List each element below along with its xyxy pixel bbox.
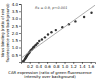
x-tick-label: 0.6 xyxy=(44,64,51,69)
scatter-point xyxy=(41,38,43,40)
x-tick-label: 0.4 xyxy=(36,64,43,69)
chart: 0.20.40.60.81.01.21.41.60.51.01.52.02.53… xyxy=(0,0,100,80)
y-tick-label: 1.5 xyxy=(12,38,19,43)
y-tick: 4.0 xyxy=(12,2,21,7)
y-tick-mark xyxy=(19,40,21,41)
scatter-point xyxy=(36,42,38,44)
y-tick-label: 1.0 xyxy=(12,45,19,50)
x-tick-label: 0.2 xyxy=(27,64,34,69)
scatter-point xyxy=(74,20,76,22)
scatter-point xyxy=(44,36,46,38)
scatter-point xyxy=(38,40,40,42)
y-tick: 0.5 xyxy=(12,53,21,58)
y-tick-mark xyxy=(19,11,21,12)
x-tick-label: 1.2 xyxy=(71,64,78,69)
y-tick-label: 2.0 xyxy=(12,31,19,36)
plot-area: 0.20.40.60.81.01.21.41.60.51.01.52.02.53… xyxy=(12,2,96,69)
scatter-point xyxy=(47,33,49,35)
y-tick-mark xyxy=(19,33,21,34)
y-tick-mark xyxy=(19,55,21,56)
x-tick: 0.8 xyxy=(53,62,60,69)
y-axis-title: Virus binding (ratio of redfluorescence … xyxy=(0,3,9,63)
x-tick: 1.6 xyxy=(88,62,95,69)
y-tick-label: 0.5 xyxy=(12,53,19,58)
scatter-point xyxy=(32,46,34,48)
scatter-points xyxy=(22,12,93,63)
y-tick: 1.0 xyxy=(12,45,21,50)
y-axis-line xyxy=(19,5,22,63)
x-tick: 0.2 xyxy=(27,62,34,69)
x-tick: 0.6 xyxy=(44,62,51,69)
y-axis: 0.5 1.0 1.5 2.0 2.5 3.0 3.5 4.0 xyxy=(12,2,22,63)
y-tick: 1.5 xyxy=(12,38,21,43)
x-tick-label: 1.4 xyxy=(79,64,86,69)
scatter-point xyxy=(34,44,36,46)
y-tick: 3.5 xyxy=(12,9,21,14)
x-tick-label: 1.0 xyxy=(62,64,69,69)
x-tick: 1.2 xyxy=(71,62,78,69)
y-tick-mark xyxy=(19,48,21,49)
y-tick-label: 4.0 xyxy=(12,2,19,7)
x-tick-label: 0.8 xyxy=(53,64,60,69)
scatter-point xyxy=(83,16,85,18)
y-tick: 3.0 xyxy=(12,16,21,21)
x-tick: 1.0 xyxy=(62,62,69,69)
x-axis: 0.20.40.60.81.01.21.41.6 xyxy=(22,62,96,69)
y-tick: 2.0 xyxy=(12,31,21,36)
annotation: Rs = 0.9, p<0.001 xyxy=(35,6,67,10)
x-tick: 1.4 xyxy=(79,62,86,69)
scatter-point xyxy=(55,29,57,31)
y-tick: 2.5 xyxy=(12,24,21,29)
marks xyxy=(21,5,95,62)
y-tick-mark xyxy=(19,26,21,27)
y-tick-mark xyxy=(19,4,21,5)
scatter-point xyxy=(50,31,52,33)
scatter-point xyxy=(22,60,24,62)
x-tick-label: 1.6 xyxy=(88,64,95,69)
scatter-point xyxy=(90,12,92,14)
x-tick: 0.4 xyxy=(36,62,43,69)
y-tick-label: 3.0 xyxy=(12,16,19,21)
x-axis-title: CAR expression (ratio of green fluoresce… xyxy=(8,70,92,79)
y-tick-label: 2.5 xyxy=(12,24,19,29)
y-tick-mark xyxy=(19,19,21,20)
y-tick-label: 3.5 xyxy=(12,9,19,14)
fit-line xyxy=(21,5,95,58)
